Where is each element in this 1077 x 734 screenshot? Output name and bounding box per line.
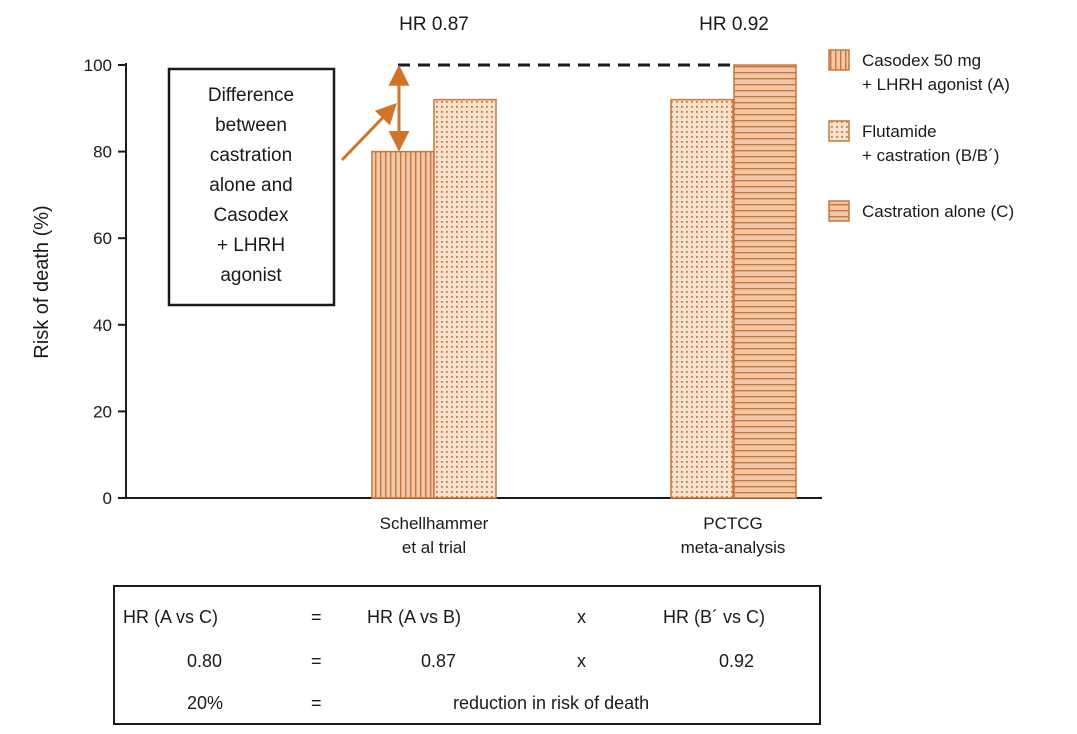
legend-label: + castration (B/B´) — [862, 146, 999, 165]
formula-times-1: x — [577, 607, 586, 627]
formula-times-2: x — [577, 651, 586, 671]
y-axis-label: Risk of death (%) — [31, 205, 53, 358]
formula-equals-3: = — [311, 693, 322, 713]
bars — [371, 64, 797, 499]
annotation-text-line: between — [215, 115, 287, 136]
annotations: HR 0.87 HR 0.92 Difference between castratio… — [167, 14, 769, 307]
hazard-ratio-formula-box: HR (A vs C) = HR (A vs B) x HR (B´ vs C)… — [113, 585, 821, 725]
formula-lhs-3: 20% — [187, 693, 224, 713]
formula-equals-1: = — [311, 607, 322, 627]
bar-dots — [433, 98, 497, 499]
annotation-text-line: Casodex — [214, 205, 289, 226]
formula-lhs-1: HR (A vs C) — [123, 607, 219, 627]
formula-term1-2: 0.87 — [421, 651, 457, 671]
formula-term2-2: 0.92 — [719, 651, 755, 671]
x-category-label: Schellhammer — [380, 514, 489, 533]
annotation-box — [167, 67, 336, 307]
bar-chart: 0 20 40 60 80 100 Risk of death (%) Schellhamme… — [31, 14, 1014, 557]
formula-lhs-2: 0.80 — [187, 651, 223, 671]
annotation-text-line: Difference — [208, 85, 294, 106]
bar-horizontal — [733, 64, 797, 499]
axes: 0 20 40 60 80 100 Risk of death (%) Schellhamme… — [31, 56, 822, 557]
annotation-text-line: agonist — [220, 265, 282, 286]
annotation-text-line: + LHRH — [217, 235, 285, 256]
legend-label: Casodex 50 mg — [862, 51, 981, 70]
annotation-pointer-arrow — [340, 102, 397, 162]
legend-swatch-horizontal — [828, 200, 850, 222]
y-tick-label: 80 — [93, 143, 112, 162]
formula-reduction-text: reduction in risk of death — [453, 693, 650, 713]
bar-dots — [670, 98, 734, 499]
formula-equals-2: = — [311, 651, 322, 671]
legend-label: Flutamide — [862, 122, 937, 141]
annotation-text-line: alone and — [209, 175, 292, 196]
legend-label: Castration alone (C) — [862, 202, 1014, 221]
legend-swatch-vertical — [828, 49, 850, 71]
legend-swatch-dots — [828, 120, 850, 142]
hr-label: HR 0.92 — [699, 14, 769, 35]
x-category-label: meta-analysis — [681, 538, 786, 557]
legend: Casodex 50 mg + LHRH agonist (A) Flutamide… — [828, 49, 1014, 222]
formula-term2-1: HR (B´ vs C) — [663, 607, 765, 627]
x-category-label: PCTCG — [703, 514, 763, 533]
formula-term1-1: HR (A vs B) — [367, 607, 462, 627]
y-tick-label: 40 — [93, 316, 112, 335]
hr-label: HR 0.87 — [399, 14, 469, 35]
y-tick-label: 100 — [84, 56, 112, 75]
bar-vertical — [371, 150, 435, 499]
x-category-label: et al trial — [402, 538, 466, 557]
annotation-text-line: castration — [210, 145, 292, 166]
legend-label: + LHRH agonist (A) — [862, 75, 1010, 94]
y-tick-label: 0 — [103, 489, 112, 508]
y-tick-label: 60 — [93, 229, 112, 248]
y-tick-label: 20 — [93, 402, 112, 421]
